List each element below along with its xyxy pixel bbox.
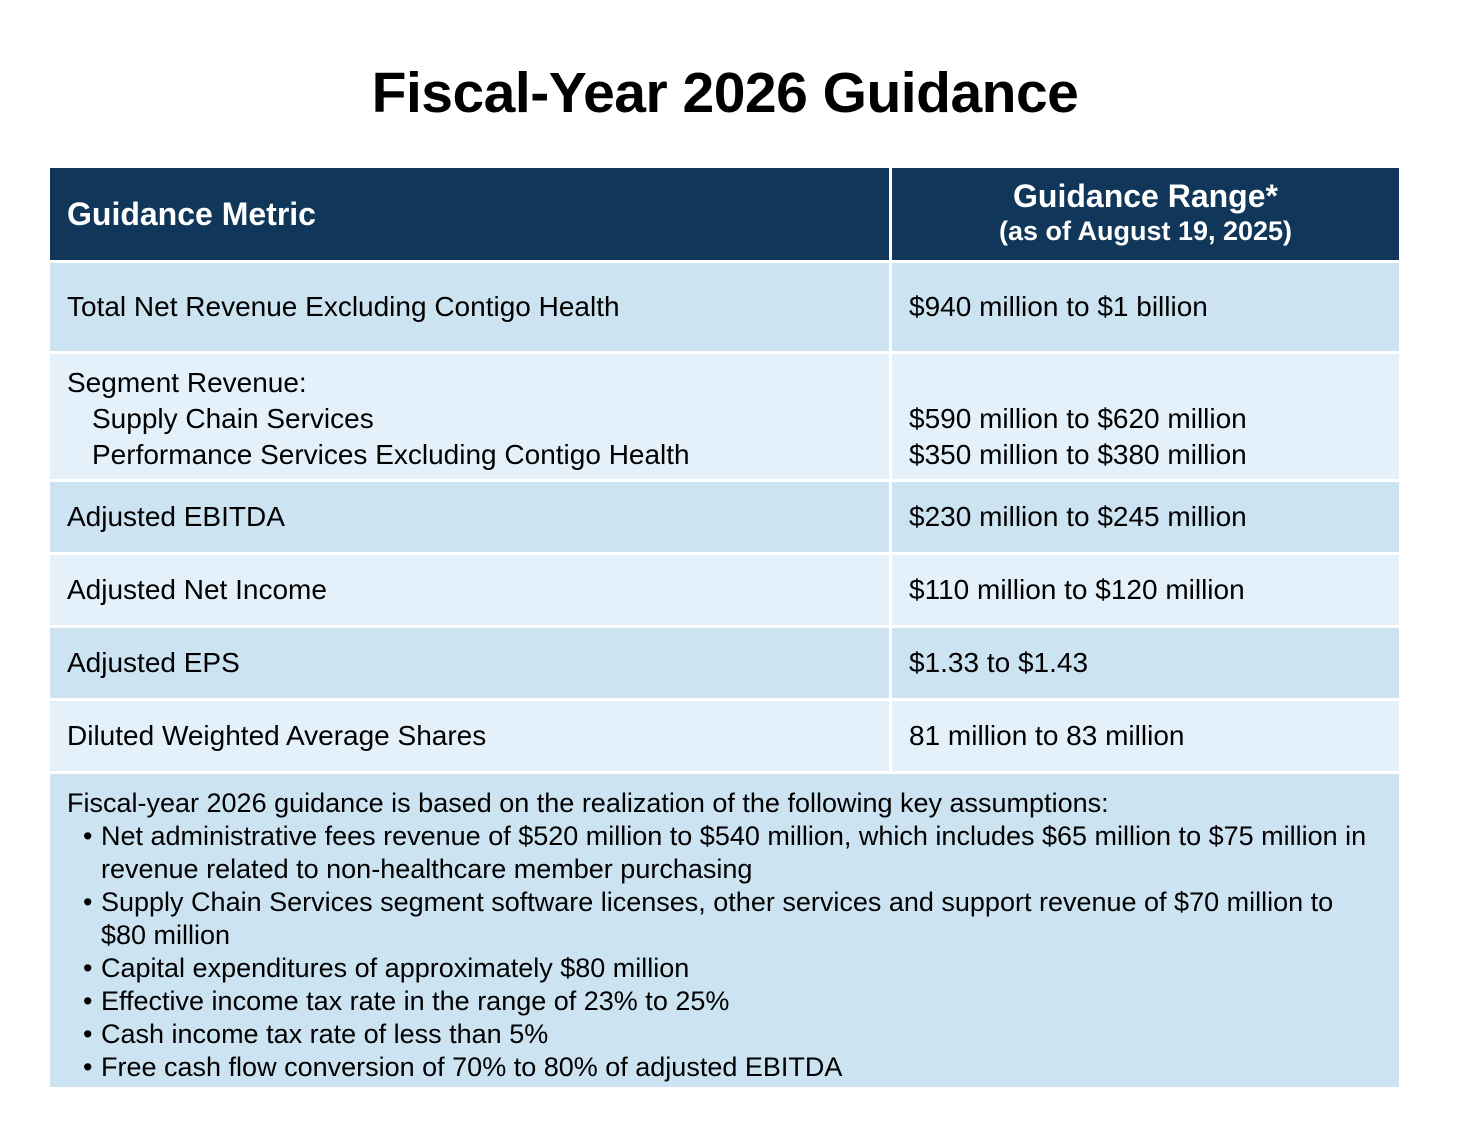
table-header-row: Guidance Metric Guidance Range* (as of A… (50, 168, 1399, 263)
segment-metric-cell: Segment Revenue: Supply Chain Services P… (50, 354, 892, 479)
bullet-icon: • (83, 1052, 93, 1082)
table-row-adjusted-ebitda: Adjusted EBITDA $230 million to $245 mil… (50, 482, 1399, 555)
segment-range-cell: $590 million to $620 million $350 millio… (892, 354, 1399, 479)
guidance-table: Guidance Metric Guidance Range* (as of A… (50, 168, 1399, 1087)
assumption-text: Net administrative fees revenue of $520 … (101, 821, 1367, 884)
bullet-icon: • (83, 821, 93, 851)
assumption-item: • Capital expenditures of approximately … (83, 952, 1399, 985)
bullet-icon: • (83, 1019, 93, 1049)
assumption-item: • Effective income tax rate in the range… (83, 985, 1399, 1018)
range-value: 81 million to 83 million (909, 720, 1185, 751)
table-row-diluted-shares: Diluted Weighted Average Shares 81 milli… (50, 701, 1399, 774)
table-row-adjusted-eps: Adjusted EPS $1.33 to $1.43 (50, 628, 1399, 701)
segment-performance-label: Performance Services Excluding Contigo H… (92, 439, 690, 470)
segment-supply-chain-label: Supply Chain Services (92, 403, 374, 434)
bullet-icon: • (83, 953, 93, 983)
metric-label: Adjusted EBITDA (50, 482, 892, 552)
bullet-icon: • (83, 887, 93, 917)
assumption-text: Cash income tax rate of less than 5% (101, 1019, 549, 1049)
assumption-item: • Net administrative fees revenue of $52… (83, 820, 1399, 886)
bullet-icon: • (83, 986, 93, 1016)
assumption-item: • Free cash flow conversion of 70% to 80… (83, 1051, 1399, 1084)
assumption-text: Effective income tax rate in the range o… (101, 986, 730, 1016)
assumptions-list: • Net administrative fees revenue of $52… (67, 820, 1399, 1084)
header-range-title: Guidance Range* (1013, 178, 1278, 214)
range-value: $230 million to $245 million (909, 501, 1247, 532)
range-value: $1.33 to $1.43 (909, 647, 1089, 678)
assumption-text: Supply Chain Services segment software l… (101, 887, 1334, 950)
range-value: $940 million to $1 billion (909, 291, 1208, 322)
header-metric: Guidance Metric (50, 168, 892, 260)
segment-range-spacer (909, 365, 1399, 401)
table-row-adjusted-net-income: Adjusted Net Income $110 million to $120… (50, 555, 1399, 628)
metric-label: Adjusted EPS (50, 628, 892, 698)
assumptions-box: Fiscal-year 2026 guidance is based on th… (50, 774, 1399, 1087)
assumption-item: • Cash income tax rate of less than 5% (83, 1018, 1399, 1051)
header-range-date: (as of August 19, 2025) (998, 216, 1293, 246)
page-title: Fiscal-Year 2026 Guidance (371, 61, 1079, 125)
assumptions-intro: Fiscal-year 2026 guidance is based on th… (67, 788, 1109, 818)
metric-label: Diluted Weighted Average Shares (50, 701, 892, 771)
assumption-text: Free cash flow conversion of 70% to 80% … (101, 1052, 843, 1082)
segment-supply-chain-range: $590 million to $620 million (909, 403, 1247, 434)
segment-revenue-label: Segment Revenue: (67, 367, 307, 398)
table-row-segment-revenue: Segment Revenue: Supply Chain Services P… (50, 354, 1399, 482)
table-row-total-net-revenue: Total Net Revenue Excluding Contigo Heal… (50, 263, 1399, 354)
metric-label: Adjusted Net Income (50, 555, 892, 625)
header-range: Guidance Range* (as of August 19, 2025) (892, 168, 1399, 260)
metric-label: Total Net Revenue Excluding Contigo Heal… (50, 263, 892, 351)
assumption-text: Capital expenditures of approximately $8… (101, 953, 690, 983)
assumption-item: • Supply Chain Services segment software… (83, 886, 1399, 952)
segment-performance-range: $350 million to $380 million (909, 439, 1247, 470)
range-value: $110 million to $120 million (909, 574, 1245, 605)
